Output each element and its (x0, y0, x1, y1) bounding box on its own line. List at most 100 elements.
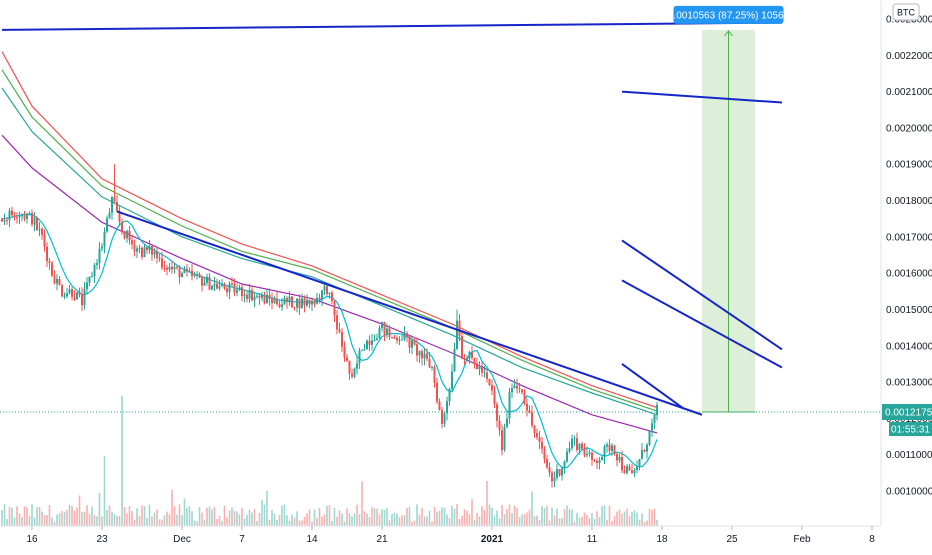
volume-bar (178, 504, 181, 526)
volume-bar (541, 506, 543, 526)
candle-body (308, 299, 311, 305)
trendline[interactable] (116, 210, 703, 416)
candle-body (18, 215, 21, 218)
volume-bar (456, 504, 458, 526)
volume-bar (316, 518, 318, 526)
candle-body (421, 351, 423, 359)
volume-bar (383, 510, 386, 526)
axis-layer (0, 0, 882, 527)
candle-body (293, 307, 296, 309)
volume-bar (401, 515, 403, 526)
volume-bar (616, 511, 618, 526)
candle-body (31, 212, 33, 225)
volume-bar (521, 514, 523, 526)
volume-bar (33, 517, 36, 526)
candle-body (291, 296, 293, 308)
time-tick-label: 14 (306, 534, 318, 545)
volume-bar (108, 505, 111, 526)
current-price-marker[interactable]: 0.0012175 01:55:31 (882, 404, 932, 437)
candle-body (136, 248, 138, 252)
candle-body (101, 246, 103, 249)
candle-body (591, 452, 593, 460)
volume-bar (61, 510, 63, 526)
volume-bar (138, 515, 141, 526)
volume-bar (193, 520, 196, 526)
volume-bar (48, 505, 51, 526)
candle-body (286, 298, 288, 302)
candle-body (231, 283, 233, 285)
volume-bar (328, 505, 331, 526)
currency-badge[interactable]: BTC (892, 3, 920, 21)
volume-bar (571, 509, 573, 526)
volume-bar (331, 520, 333, 526)
candle-body (258, 295, 261, 298)
candle-body (201, 277, 203, 286)
candle-body (73, 296, 76, 300)
volume-bar (58, 513, 61, 526)
volume-bar (158, 519, 161, 526)
candle-body (276, 298, 278, 305)
time-axis[interactable]: 16 23 Dec 7 14 21 2021 11 18 25 Feb 8 (26, 526, 875, 545)
candle-body (161, 258, 163, 268)
candle-body (106, 218, 108, 232)
volume-bar (448, 518, 451, 526)
candle-body (568, 448, 571, 452)
candle-body (458, 320, 461, 336)
candle-body (336, 315, 338, 330)
volume-bar (23, 506, 26, 526)
volume-bar (53, 521, 56, 526)
volume-bar (546, 506, 548, 526)
volume-bar (293, 517, 296, 526)
trendline[interactable] (621, 279, 783, 369)
candle-body (36, 217, 38, 230)
current-price-value: 0.0012175 (885, 408, 932, 419)
candle-body (163, 267, 166, 269)
candle-body (211, 285, 213, 290)
trendline[interactable] (621, 363, 683, 409)
volume-bar (553, 515, 556, 526)
candle-body (528, 410, 531, 413)
volume-bar (438, 510, 441, 526)
candle-body (353, 368, 356, 377)
candle-body (453, 348, 456, 372)
volume-bar (116, 515, 118, 526)
candle-body (503, 426, 506, 450)
volume-bar (73, 510, 76, 526)
volume-bar (141, 505, 143, 526)
volume-bar (366, 513, 368, 526)
trendline[interactable] (1, 21, 783, 31)
volume-bar (153, 512, 156, 526)
volume-bar (71, 505, 73, 526)
volume-bar (333, 507, 336, 526)
candle-body (376, 338, 378, 341)
candle-body (118, 211, 121, 222)
candle-body (406, 333, 408, 337)
candle-body (446, 401, 448, 414)
volume-bar (423, 516, 426, 526)
volume-bar (221, 520, 223, 526)
volume-bar (411, 521, 413, 526)
candle-body (436, 382, 438, 402)
candle-body (378, 327, 381, 339)
volume-bar (228, 510, 231, 526)
time-tick-label: 21 (376, 534, 388, 545)
volume-bar (106, 509, 108, 526)
candle-body (536, 432, 538, 438)
trendline[interactable] (621, 239, 783, 351)
volume-bar (263, 504, 266, 526)
volume-bar (638, 519, 641, 526)
volume-bar (256, 521, 258, 526)
candle-body (46, 246, 48, 262)
candle-body (623, 470, 626, 473)
volume-bar (478, 516, 481, 526)
trendline[interactable] (621, 90, 783, 104)
measure-label[interactable]: 0.0010563 (87.25%) 10563 (668, 5, 790, 24)
trend-layer[interactable] (1, 21, 783, 416)
candle-body (588, 452, 591, 454)
volume-bar (603, 505, 606, 526)
candle-body (381, 321, 383, 328)
volume-bar (303, 516, 306, 526)
